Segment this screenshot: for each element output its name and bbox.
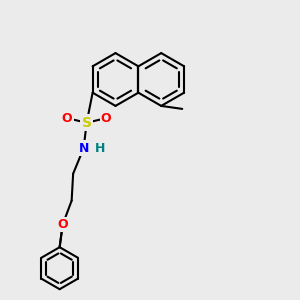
Text: O: O (57, 218, 68, 231)
Text: H: H (95, 142, 105, 155)
Text: O: O (62, 112, 72, 125)
Text: N: N (78, 142, 89, 155)
Text: O: O (101, 112, 111, 125)
Text: S: S (82, 116, 92, 130)
